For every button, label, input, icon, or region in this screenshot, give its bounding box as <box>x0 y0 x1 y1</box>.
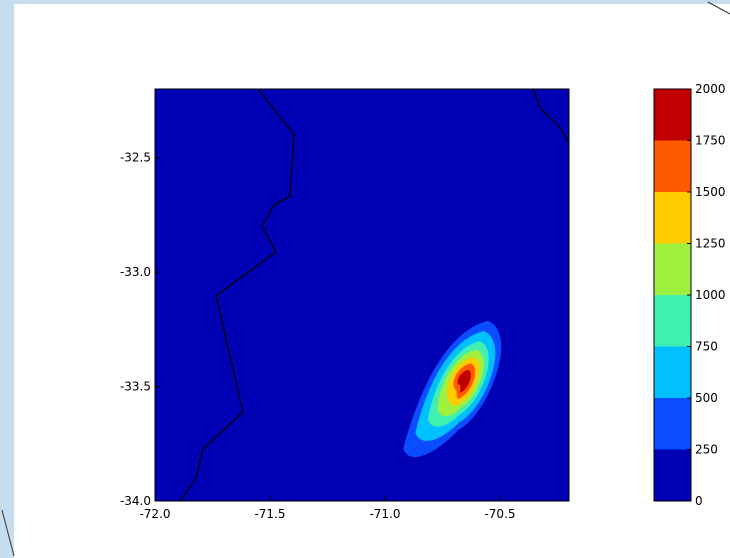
colorbar-segment-250 <box>654 398 691 450</box>
colorbar-label: 1500 <box>695 185 726 199</box>
x-tick-label: -72.0 <box>139 507 170 521</box>
colorbar-segment-500 <box>654 346 691 398</box>
colorbar-label: 1750 <box>695 134 726 148</box>
plume-peak-marker <box>460 378 467 385</box>
coastline-layer <box>179 89 569 501</box>
x-tick-label: -70.5 <box>484 507 515 521</box>
x-axis: -72.0 -71.5 -71.0 -70.5 <box>139 496 516 521</box>
colorbar-label: 2000 <box>695 82 726 96</box>
contour-fills <box>403 320 502 458</box>
x-tick-label: -71.5 <box>254 507 285 521</box>
colorbar-segment-1250 <box>654 192 691 244</box>
colorbar-segment-1000 <box>654 243 691 295</box>
slide-frame-left <box>0 0 14 558</box>
y-tick-label: -33.5 <box>120 380 151 394</box>
coastline <box>179 89 295 501</box>
x-tick-label: -71.0 <box>369 507 400 521</box>
slide-corner-line-top-right <box>707 1 730 15</box>
slide-corner-line-bottom-left <box>1 509 15 557</box>
colorbar-label: 1000 <box>695 288 726 302</box>
y-tick-label: -33.0 <box>120 265 151 279</box>
colorbar-segment-1500 <box>654 140 691 192</box>
colorbar-label: 250 <box>695 443 718 457</box>
colorbar-label: 750 <box>695 340 718 354</box>
y-axis: -32.5 -33.0 -33.5 -34.0 <box>120 151 160 508</box>
colorbar-label: 0 <box>695 494 703 508</box>
colorbar-segment-1750 <box>654 89 691 141</box>
plot-frame <box>154 88 570 502</box>
plot-area <box>154 88 570 502</box>
y-tick-label: -34.0 <box>120 494 151 508</box>
border-line <box>532 89 569 144</box>
plot-background <box>155 89 569 501</box>
colorbar-label: 500 <box>695 391 718 405</box>
colorbar-segment-750 <box>654 295 691 347</box>
y-tick-label: -32.5 <box>120 151 151 165</box>
colorbar-segment-0 <box>654 449 691 501</box>
slide-frame-top <box>0 0 730 4</box>
colorbar: 0 250 500 750 1000 1250 1500 1750 2000 <box>653 82 726 508</box>
colorbar-label: 1250 <box>695 237 726 251</box>
